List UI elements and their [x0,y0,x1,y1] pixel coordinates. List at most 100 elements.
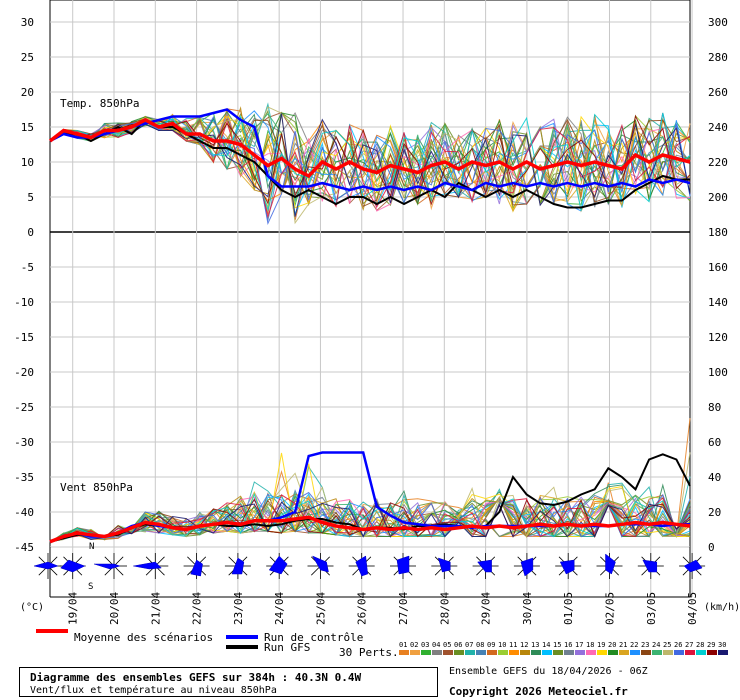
date-tick-label: 24/04 [273,592,286,625]
wind-rose [348,553,375,579]
pert-code-label: 30 [718,641,726,649]
pert-color-swatch [410,650,420,655]
pert-code-label: 11 [509,641,517,649]
copyright: Copyright 2026 Meteociel.fr [449,685,628,698]
pert-code-label: 25 [663,641,671,649]
pert-color-swatch [399,650,409,655]
pert-code-label: 19 [597,641,605,649]
pert-color-swatch [465,650,475,655]
left-tick-label: 15 [21,121,34,134]
left-tick-label: -10 [14,296,34,309]
pert-code-label: 08 [476,641,484,649]
wind-rose-shape [60,559,86,573]
pert-color-swatch [509,650,519,655]
left-tick-label: -20 [14,366,34,379]
pert-color-swatch [641,650,651,655]
right-tick-label: 60 [708,436,721,449]
legend-gfs-label: Run GFS [264,641,310,654]
wind-rose-shape [133,561,162,570]
pert-code-label: 13 [531,641,539,649]
wind-rose [431,553,458,579]
left-tick-label: -25 [14,401,34,414]
wind-rose-shape [311,555,329,573]
wind-pert-line [49,491,691,543]
temp-mean-line [48,118,691,179]
pert-color-swatch [520,650,530,655]
date-tick-label: 23/04 [232,592,245,625]
pert-code-label: 05 [443,641,451,649]
pert-code-label: 10 [498,641,506,649]
pert-color-swatch [454,650,464,655]
pert-color-swatch [487,650,497,655]
wind-panel-label: Vent 850hPa [60,481,133,494]
wind-pert-line [49,498,691,543]
pert-code-label: 18 [586,641,594,649]
wind-rose-shape [231,557,245,575]
chart-title: Diagramme des ensembles GEFS sur 384h : … [30,671,362,684]
wind-rose [266,553,293,579]
pert-code-label: 03 [421,641,429,649]
wind-rose-shape [268,555,288,575]
pert-color-swatch [718,650,728,655]
date-tick-label: 26/04 [356,592,369,625]
right-tick-label: 220 [708,156,728,169]
pert-color-swatch [575,650,585,655]
pert-color-swatch [421,650,431,655]
wind-rose-south-letter: S [88,582,93,592]
date-tick-label: 20/04 [108,592,121,625]
pert-color-swatch [674,650,684,655]
date-tick-label: 30/04 [521,592,534,625]
pert-color-swatch [564,650,574,655]
right-tick-label: 200 [708,191,728,204]
wind-rose [679,553,706,579]
pert-code-label: 06 [454,641,462,649]
right-tick-label: 40 [708,471,721,484]
left-tick-label: 10 [21,156,34,169]
plot-frame [49,0,691,548]
right-tick-label: 100 [708,366,728,379]
pert-code-label: 29 [707,641,715,649]
pert-code-label: 21 [619,641,627,649]
wind-roses: NS [33,542,706,592]
pert-color-swatch [630,650,640,655]
wind-rose-shape [559,559,575,575]
temp-pert-line [49,110,691,212]
legend: 01 02 03 04 05 06 07 08 09 10 11 12 13 14 15 16 17 18 19 20… [36,629,728,655]
pert-color-swatch [586,650,596,655]
wind-rose-north-letter: N [89,542,94,552]
right-tick-label: 160 [708,261,728,274]
pert-color-swatch [619,650,629,655]
pert-code-label: 17 [575,641,583,649]
left-tick-label: -45 [14,541,34,554]
chart-subtitle: Vent/flux et température au niveau 850hP… [30,685,277,696]
wind-mean-line [49,515,691,544]
wind-rose [472,553,499,579]
right-tick-label: 120 [708,331,728,344]
left-tick-label: 5 [27,191,34,204]
left-tick-label: -30 [14,436,34,449]
pert-code-label: 07 [465,641,473,649]
wind-rose-shape [93,563,121,570]
pert-code-label: 20 [608,641,616,649]
wind-rose-shape [437,557,451,573]
temp-control-line [49,108,691,192]
pert-color-swatch [685,650,695,655]
wind-rose-shape [396,555,410,575]
left-tick-label: -5 [21,261,34,274]
wind-rose-shape [605,553,616,575]
date-tick-label: 25/04 [314,592,327,625]
right-tick-label: 300 [708,16,728,29]
pert-code-label: 26 [674,641,682,649]
wind-rose [513,553,540,579]
chart-axes: 30 25 20 15 10 5 0 -5 -10 -15 -20 -25 -30 -35 -40 -45 30… [14,16,728,625]
pert-code-label: 12 [520,641,528,649]
wind-rose [390,553,416,579]
date-tick-label: 21/04 [149,592,162,625]
pert-color-swatch [553,650,563,655]
legend-mean-label: Moyenne des scénarios [74,631,213,644]
temp-panel-label: Temp. 850hPa [60,97,139,110]
wind-rose-shape [520,557,534,577]
right-axis-unit: (km/h) [704,602,740,613]
pert-code-label: 22 [630,641,638,649]
left-tick-label: -35 [14,471,34,484]
